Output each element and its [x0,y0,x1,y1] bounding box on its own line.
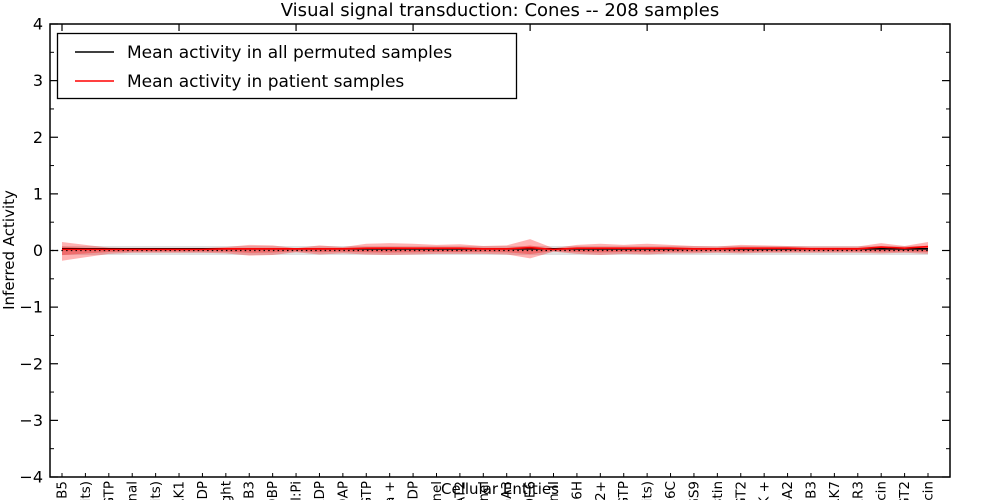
x-category-label: GNB3/GNGT2 [897,481,913,500]
patient-mean-line [62,245,929,251]
y-tick-label: 2 [33,128,43,147]
y-tick-label: 1 [33,184,43,203]
plot-border [49,23,951,478]
x-category-label: mol:Ca2+ [593,481,609,500]
x-category-label: GNB5 [55,481,71,500]
y-axis-label: Inferred Activity [0,190,18,310]
legend-label-patient: Mean activity in patient samples [127,72,404,92]
x-category-label: mol:Na + [382,481,398,500]
y-tick-label: −1 [19,298,43,317]
x-category-label: PDE6H [569,481,585,500]
y-tick-label: −4 [19,468,43,487]
x-category-label: PDE6H/GNAT2/GTP [616,481,632,500]
x-category-label: RGS9 [686,481,702,500]
plot-content: −4 −3 −2 −1 0 1 2 3 4 GNB5 mol:GMP (4 units) mol:GT… [19,15,950,504]
x-category-label: mol:GTP [101,481,117,500]
x-category-label: CNGA3 [499,481,515,500]
x-category-label: GNAT2/GDP [406,481,422,500]
x-category-label: GNGT2 [733,481,749,500]
x-category-label: GNAT2/GTP [359,481,375,500]
chart-title: Visual signal transduction: Cones -- 208… [281,0,719,21]
legend: Mean activity in all permuted samples Me… [56,32,518,100]
x-category-label: GRK1 [172,481,188,500]
x-category-label: Cone Transducin [921,481,937,500]
x-category-label: GNAT2 [452,481,468,500]
x-category-label: Cone Metarhodopsin II/Cone Transducin [874,481,890,500]
x-category-label: absorption of light [218,481,234,500]
x-category-label: RGS9-1/Gbeta5/R9AP [335,481,351,500]
legend-label-permuted: Mean activity in all permuted samples [127,43,452,63]
x-category-label: mol:GMP (4 units) [78,481,94,500]
x-axis-label: Cellular Entities [441,480,559,498]
x-category-label: mol:Pi [289,481,305,500]
y-tick-label: −2 [19,354,43,373]
y-tick-label: 4 [33,15,43,34]
x-category-label: Cone Metarhodopsin II [546,481,562,500]
x-category-label: Cone PDE6 [523,481,539,500]
y-tick-label: 3 [33,71,43,90]
x-category-label: RGS9BP [265,481,281,500]
y-tick-label: 0 [33,241,43,260]
x-category-label: mol:ADP [312,481,328,500]
x-category-label: mol:GDP [195,481,211,500]
x-category-label: Na + (4 Units) [640,481,656,500]
x-category-label: GRK7 [827,481,843,500]
x-category-label: mol:cGMP (4 units) [148,481,164,500]
x-category-label: SLC24A2 [780,481,796,500]
x-category-label: Cone CNG Channel [476,481,492,500]
x-category-label: Cone Metarhodopsin II/X-Arrestin [710,481,726,500]
x-category-label: cGMP/Cone CNG Channel [429,481,445,500]
x-category-label: CNGB3 [242,481,258,500]
x-category-label: GNB3 [803,481,819,500]
x-category-label: mol:all-trans-retinal [125,481,141,500]
x-category-label: mol:K + [757,481,773,500]
x-category-label: PDE6C [663,481,679,500]
legend-box [56,32,518,100]
y-tick-label: −3 [19,411,43,430]
x-category-label: ARR3 [850,481,866,500]
